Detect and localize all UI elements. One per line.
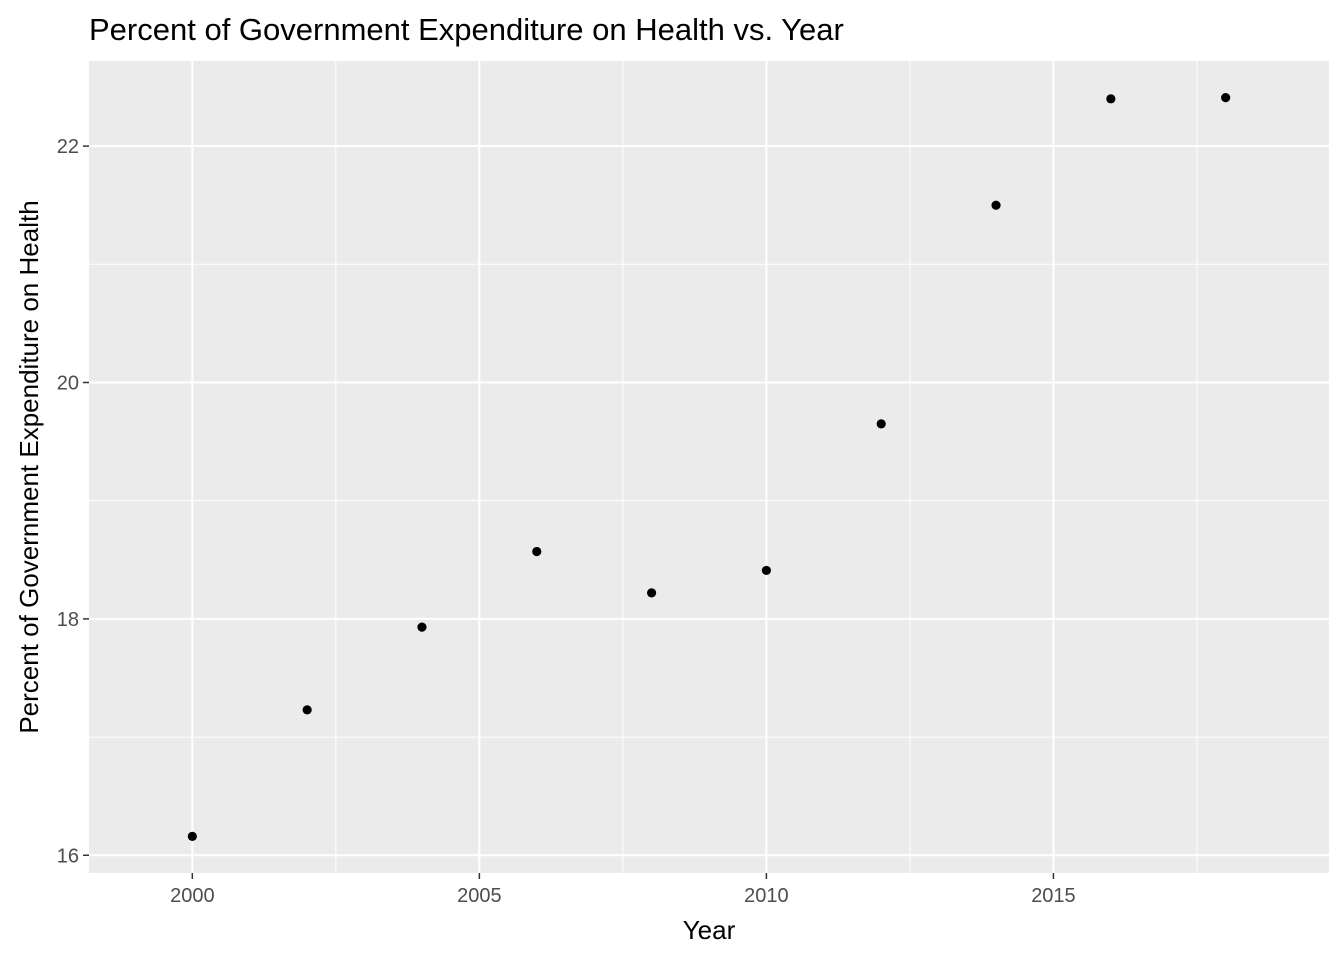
chart-title: Percent of Government Expenditure on Hea… (89, 12, 844, 47)
x-tick-label: 2005 (457, 885, 502, 907)
x-axis-ticks: 2000 2005 2010 2015 (170, 873, 1076, 907)
data-point (1106, 94, 1116, 104)
minor-gridlines (89, 61, 1329, 873)
data-point (302, 705, 312, 715)
y-tick-label: 20 (57, 372, 79, 394)
data-point (876, 419, 886, 429)
data-point (1221, 93, 1231, 103)
x-tick-label: 2010 (744, 885, 789, 907)
y-tick-label: 18 (57, 609, 79, 631)
y-axis-ticks: 16 18 20 22 (57, 136, 89, 867)
data-point (761, 565, 772, 576)
data-point (532, 546, 542, 557)
data-point (417, 622, 427, 632)
data-point (991, 200, 1001, 210)
y-axis-title: Percent of Government Expenditure on Hea… (14, 200, 44, 733)
y-tick-label: 16 (57, 845, 79, 867)
major-gridlines (89, 61, 1329, 873)
data-point (646, 588, 657, 598)
x-tick-label: 2000 (170, 885, 215, 907)
plot-panel (89, 61, 1329, 873)
data-point (187, 831, 197, 841)
x-axis-title: Year (683, 915, 736, 945)
y-tick-label: 22 (57, 136, 79, 158)
data-points (187, 93, 1231, 841)
x-tick-label: 2015 (1031, 885, 1076, 907)
